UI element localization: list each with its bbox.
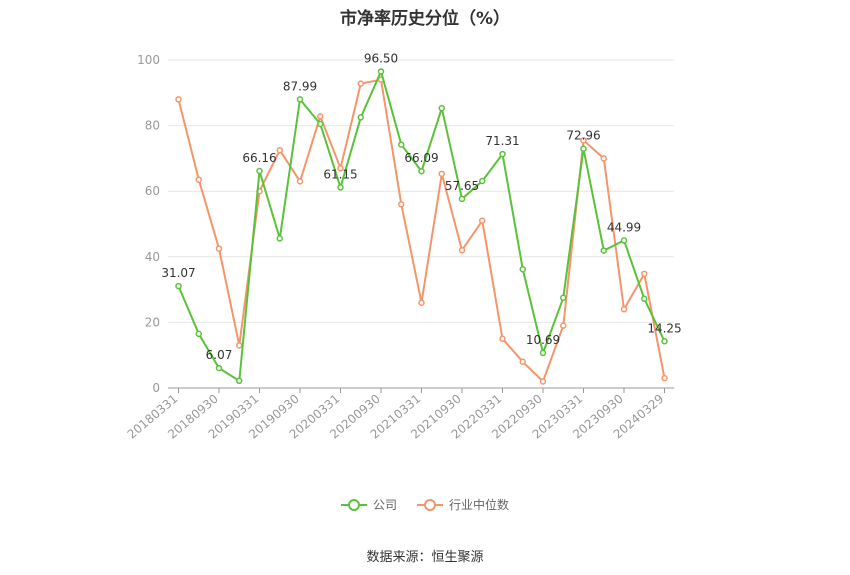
- data-point: [661, 374, 668, 382]
- legend-dot: [424, 498, 436, 511]
- data-point: [620, 306, 628, 313]
- data-point: [519, 266, 526, 273]
- legend-swatch-industry: [417, 498, 443, 512]
- y-tick-label: 80: [145, 119, 160, 133]
- legend: 公司 行业中位数: [0, 496, 850, 513]
- data-label: 71.31: [485, 134, 519, 148]
- data-point: [195, 176, 202, 183]
- x-axis: 2018033120180930201903312019093020200331…: [125, 388, 666, 442]
- data-point: [661, 338, 668, 345]
- data-point: [337, 164, 344, 172]
- data-point: [458, 246, 466, 254]
- data-point: [236, 342, 243, 349]
- data-point: [215, 245, 223, 252]
- legend-swatch-company: [340, 498, 367, 512]
- y-axis-ticks: 0 20 40 60 80 100: [137, 53, 160, 395]
- y-tick-label: 100: [137, 53, 160, 67]
- data-point: [337, 184, 344, 191]
- data-point: [458, 195, 466, 203]
- data-point: [479, 217, 486, 224]
- data-point: [438, 104, 445, 112]
- data-label: 61.15: [323, 167, 357, 181]
- legend-item-company[interactable]: 公司: [340, 496, 397, 513]
- y-tick-label: 40: [145, 250, 160, 264]
- data-point: [418, 167, 425, 175]
- data-point: [479, 177, 486, 185]
- data-point: [357, 114, 364, 121]
- data-point: [215, 364, 223, 372]
- data-point: [418, 299, 425, 306]
- data-label: 14.25: [647, 321, 681, 335]
- data-label: 72.96: [566, 129, 600, 143]
- data-point: [600, 247, 607, 254]
- data-point: [317, 113, 324, 120]
- data-point: [560, 294, 567, 302]
- data-label: 6.07: [206, 348, 233, 362]
- data-label: 66.16: [242, 151, 276, 165]
- y-tick-label: 20: [145, 315, 160, 329]
- line-chart: 0 20 40 60 80 100 201803312018093020190331201…: [125, 51, 682, 442]
- data-point: [357, 80, 364, 87]
- data-point: [317, 120, 324, 128]
- data-point: [296, 96, 304, 103]
- legend-label-industry-median: 行业中位数: [449, 498, 510, 512]
- chart-title: 市净率历史分位（%）: [339, 9, 511, 29]
- data-point: [175, 282, 182, 290]
- data-label: 96.50: [364, 51, 398, 65]
- data-label: 10.69: [526, 333, 560, 347]
- data-point: [499, 335, 506, 343]
- data-point: [620, 237, 628, 244]
- legend-item-industry-median[interactable]: 行业中位数: [417, 496, 509, 513]
- data-point: [600, 155, 607, 162]
- data-point: [539, 378, 547, 385]
- data-labels: 31.07 6.07 66.16 87.99 61.15 96.50 66.09 57.65 7…: [161, 51, 681, 362]
- data-point: [580, 145, 587, 152]
- data-point: [560, 322, 567, 329]
- source-note: 数据来源：恒生聚源: [366, 550, 484, 565]
- series-line-0: [177, 68, 666, 383]
- data-label: 44.99: [607, 220, 641, 234]
- data-point: [641, 270, 648, 278]
- data-point: [499, 150, 506, 158]
- data-point: [641, 295, 648, 303]
- data-point: [398, 201, 405, 208]
- data-point: [377, 68, 385, 75]
- data-point: [276, 146, 283, 154]
- legend-dot: [347, 498, 360, 511]
- data-label: 87.99: [283, 79, 317, 93]
- series-line-1: [177, 78, 666, 384]
- data-point: [438, 170, 445, 178]
- data-point: [580, 137, 587, 144]
- data-label: 57.65: [445, 179, 479, 193]
- data-label: 31.07: [161, 266, 195, 280]
- data-point: [539, 349, 547, 357]
- data-point: [256, 167, 263, 175]
- data-point: [236, 377, 243, 385]
- data-point: [398, 141, 405, 148]
- data-point: [195, 330, 202, 338]
- data-point: [276, 235, 283, 242]
- y-tick-label: 60: [145, 184, 160, 198]
- y-tick-label: 0: [152, 381, 160, 395]
- data-point: [296, 178, 304, 185]
- data-label: 66.09: [404, 151, 438, 165]
- series-group: [175, 68, 668, 385]
- data-point: [519, 358, 526, 366]
- legend-label-company: 公司: [372, 498, 397, 512]
- data-point: [175, 96, 182, 103]
